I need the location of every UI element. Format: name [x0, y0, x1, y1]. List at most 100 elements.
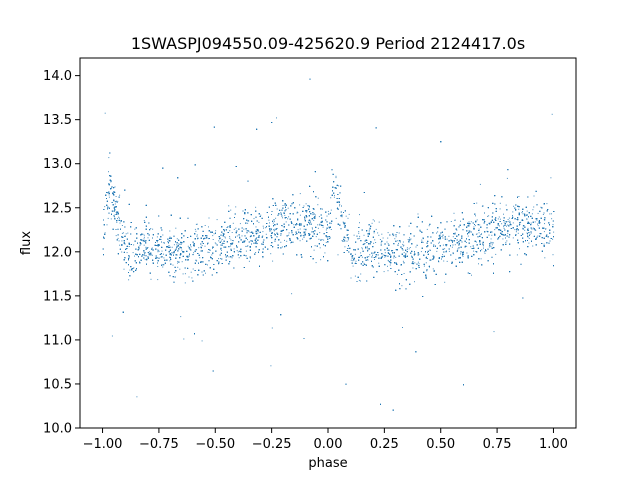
data-point: [502, 238, 504, 240]
data-point: [300, 223, 302, 225]
data-point: [373, 232, 375, 234]
data-point: [475, 251, 477, 252]
data-point: [353, 234, 355, 236]
data-point: [218, 240, 220, 242]
data-point: [488, 234, 490, 236]
data-point: [531, 228, 533, 230]
data-point: [221, 243, 223, 245]
data-point: [387, 259, 389, 261]
data-point: [372, 219, 374, 221]
data-point: [244, 240, 246, 242]
data-point: [223, 233, 225, 234]
data-point: [307, 205, 309, 207]
data-point: [381, 233, 383, 235]
data-point: [487, 215, 489, 217]
data-point: [367, 259, 369, 261]
data-point: [309, 220, 311, 222]
data-point: [493, 331, 495, 333]
data-point: [256, 237, 258, 238]
data-point: [110, 181, 112, 183]
data-point: [143, 236, 145, 238]
data-point: [211, 254, 213, 256]
data-point: [490, 221, 492, 223]
data-point: [529, 222, 530, 224]
data-point: [143, 238, 145, 240]
data-point: [543, 231, 545, 233]
data-point: [270, 230, 272, 232]
data-point: [169, 260, 171, 262]
data-point: [359, 237, 361, 239]
data-point: [522, 227, 524, 229]
data-point: [392, 250, 394, 251]
data-point: [243, 241, 245, 243]
data-point: [460, 240, 462, 242]
data-point: [387, 232, 389, 234]
data-point: [338, 185, 340, 187]
data-point: [312, 214, 314, 216]
data-point: [530, 222, 532, 224]
data-point: [311, 227, 313, 229]
data-point: [220, 248, 222, 250]
data-point: [474, 225, 476, 227]
data-point: [457, 248, 459, 250]
data-point: [436, 232, 437, 234]
data-point: [508, 220, 510, 222]
data-point: [302, 238, 304, 240]
data-point: [258, 236, 260, 238]
data-point: [222, 233, 224, 235]
data-point: [499, 218, 501, 220]
data-point: [143, 220, 145, 222]
data-point: [479, 183, 481, 185]
data-point: [107, 192, 109, 194]
data-point: [306, 211, 308, 213]
data-point: [152, 249, 153, 251]
data-point: [275, 229, 277, 230]
data-point: [299, 214, 301, 216]
data-point: [201, 245, 203, 247]
data-point: [215, 243, 217, 245]
data-point: [402, 243, 404, 245]
data-point: [494, 229, 496, 231]
data-point: [231, 240, 233, 241]
data-point: [378, 234, 380, 236]
data-point: [318, 238, 320, 240]
data-point: [515, 231, 517, 233]
data-point: [151, 254, 153, 256]
data-point: [305, 203, 307, 205]
data-point: [238, 257, 240, 259]
data-point: [229, 237, 231, 239]
data-point: [273, 230, 275, 232]
data-point: [116, 211, 118, 212]
data-point: [537, 235, 539, 237]
data-point: [228, 205, 230, 207]
data-point: [503, 225, 505, 226]
data-point: [143, 244, 145, 246]
data-point: [518, 196, 520, 197]
data-point: [507, 232, 509, 234]
data-point: [115, 196, 117, 197]
data-point: [142, 233, 144, 235]
data-point: [151, 247, 153, 249]
data-point: [106, 224, 108, 226]
data-point: [470, 246, 472, 248]
data-point: [443, 260, 445, 262]
data-point: [348, 213, 350, 215]
data-point: [553, 231, 555, 233]
data-point: [512, 222, 514, 224]
data-point: [467, 235, 469, 237]
data-point: [468, 232, 470, 234]
data-point: [476, 202, 478, 204]
data-point: [314, 214, 316, 216]
data-point: [208, 252, 210, 253]
data-point: [526, 218, 528, 220]
data-point: [317, 204, 319, 206]
data-point: [118, 240, 120, 242]
data-point: [311, 231, 313, 233]
data-point: [233, 248, 235, 250]
data-point: [191, 277, 193, 279]
data-point: [117, 234, 119, 235]
data-point: [526, 232, 528, 234]
data-point: [396, 273, 398, 275]
data-point: [327, 210, 329, 212]
data-point: [121, 225, 123, 226]
